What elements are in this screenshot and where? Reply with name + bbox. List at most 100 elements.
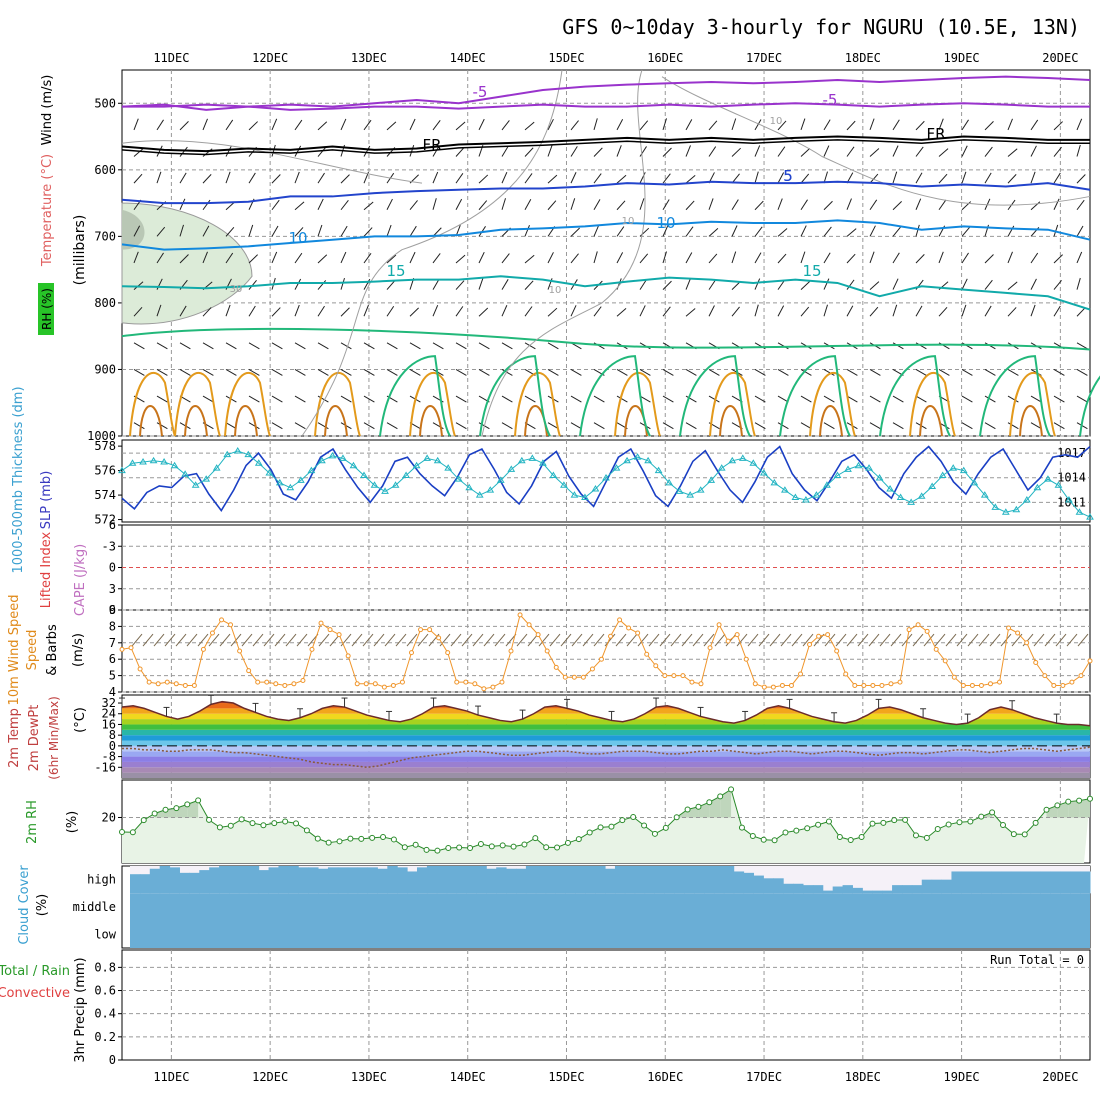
wind-barb — [133, 118, 139, 131]
thickness-marker — [433, 456, 442, 464]
slp-line — [121, 445, 1091, 512]
wind-barb — [1030, 422, 1042, 430]
cloud-high-bar — [822, 890, 834, 894]
li-tick-label: 3 — [109, 582, 116, 596]
temp-tick-label: 24 — [102, 707, 116, 721]
wind-barb — [570, 369, 582, 376]
wind-barb — [294, 119, 303, 131]
wind-barb — [294, 395, 306, 403]
wind-barb-10m — [560, 633, 572, 647]
wind-barb-10m — [791, 633, 803, 647]
wind-barb — [386, 422, 398, 430]
cloud-high-bar — [486, 868, 497, 894]
wind-barb — [1007, 174, 1017, 184]
thickness-tick-label: 576 — [94, 464, 116, 478]
wind-barb — [317, 342, 329, 350]
wind-barb-10m — [549, 633, 561, 647]
wind-barb — [363, 369, 375, 376]
wind-barb — [961, 145, 968, 157]
wind-barb — [386, 342, 398, 350]
wind-speed-marker — [589, 666, 595, 672]
temp-band — [122, 767, 1090, 773]
wind-barb-10m — [1077, 633, 1089, 647]
wind-barb — [938, 118, 944, 131]
wind-barb — [731, 306, 740, 317]
wind-barb — [156, 226, 166, 237]
thickness-marker — [928, 482, 937, 490]
cloud-high-bar — [238, 866, 250, 894]
temp-band — [122, 735, 1090, 741]
wind-speed-marker — [843, 671, 849, 677]
wind-speed-marker — [807, 641, 813, 647]
wind-barb — [662, 225, 669, 237]
temp-band — [122, 756, 1090, 762]
pressure-tick-label: 700 — [94, 229, 116, 243]
wind-speed-marker — [662, 673, 668, 679]
isotherm-line — [121, 219, 1091, 251]
wind-barb-10m — [934, 633, 946, 647]
wind-barb — [754, 200, 764, 211]
wind-barb — [248, 172, 256, 184]
wind-barb — [501, 342, 513, 350]
thickness-marker — [665, 478, 674, 486]
wind-barb — [202, 342, 214, 350]
wind-speed-marker — [454, 679, 460, 685]
wind-barb — [524, 254, 535, 264]
temp-contour-20 — [579, 355, 651, 437]
wind-barb — [685, 175, 696, 184]
wind-barb-10m — [285, 633, 297, 647]
wind-barb — [225, 119, 234, 131]
wind-barb — [179, 198, 186, 210]
rh-marker — [891, 817, 898, 824]
wind-barb — [662, 118, 667, 131]
thickness-marker — [528, 454, 537, 461]
rh-tick-label: 20 — [102, 810, 116, 824]
wind-barb — [409, 307, 419, 317]
cloud-high-bar — [674, 866, 685, 894]
wind-barb — [133, 225, 141, 237]
wind-barb — [547, 422, 559, 430]
rh-marker — [521, 841, 528, 848]
cloud-high-bar — [397, 867, 408, 894]
wind-barb — [225, 342, 237, 350]
thickness-marker — [370, 481, 379, 488]
wind-barb — [754, 119, 762, 131]
rh-marker — [673, 814, 680, 821]
cloud-high-bar — [892, 885, 903, 894]
wind-barb — [501, 171, 508, 184]
wind-barb — [478, 251, 485, 264]
wind-barb — [1007, 307, 1017, 317]
wind-barb — [225, 226, 235, 237]
cloud-high-bar — [387, 866, 398, 894]
cloud-high-bar — [743, 872, 755, 894]
rh-marker — [945, 821, 952, 828]
wind-barb — [1007, 118, 1013, 131]
rh2m-units-label: (%) — [65, 811, 80, 834]
thickness-marker — [275, 478, 284, 486]
wind-speed-marker — [1078, 673, 1084, 679]
cloud-high-bar — [753, 875, 764, 894]
rh-marker — [499, 842, 506, 849]
wind-barb — [685, 369, 697, 376]
date-label-bottom: 19DEC — [944, 1070, 980, 1084]
wind-barb — [685, 119, 693, 131]
temp-contour-warmer — [234, 405, 258, 437]
wind-barb — [501, 422, 513, 430]
wind-barb — [432, 145, 440, 157]
wind10m-label-units: (m/s) — [71, 633, 86, 667]
wind-barb-10m — [175, 633, 187, 647]
wind-barb — [662, 251, 667, 264]
wind-speed-marker — [390, 682, 396, 688]
rh-shading — [121, 202, 253, 325]
cloud-high-bar — [931, 879, 943, 894]
temp-tick-label: -8 — [102, 750, 116, 764]
rh-marker — [173, 805, 180, 812]
wind-barb — [961, 119, 969, 131]
wind-barb — [593, 199, 601, 210]
wind-barb — [455, 342, 467, 350]
wind-barb — [294, 342, 306, 350]
contour-label: -5 — [473, 83, 488, 101]
temp-band — [122, 719, 1090, 725]
panel-upper-air: 5006007008009001000-5FR51015-5FR51015101… — [38, 69, 1100, 443]
wind-barb — [823, 422, 835, 430]
